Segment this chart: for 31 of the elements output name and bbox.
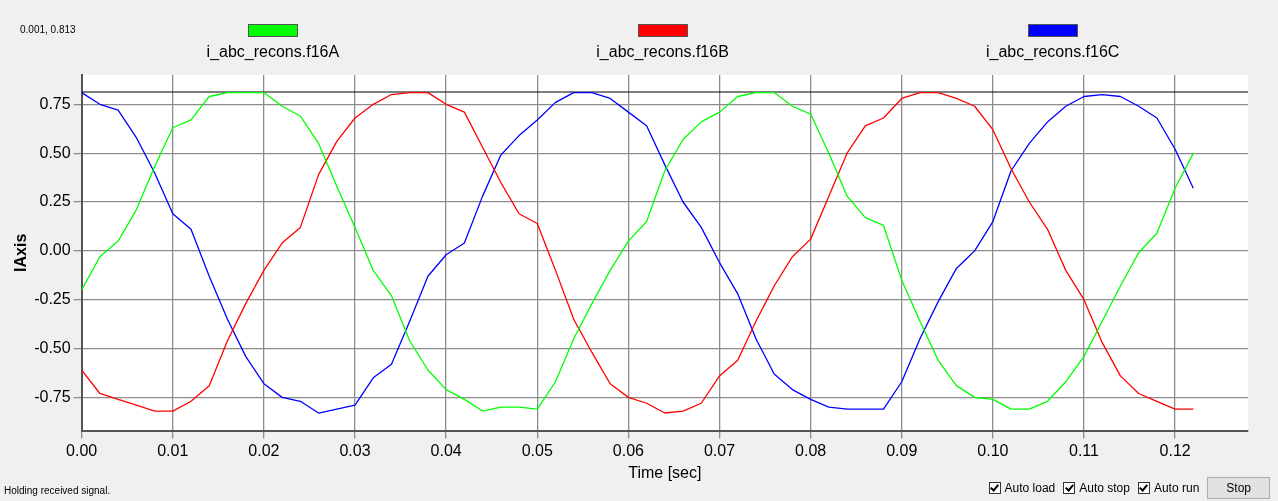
x-tick-label: 0.08 xyxy=(795,441,827,459)
x-tick-label: 0.01 xyxy=(157,441,189,459)
y-tick-label: -0.25 xyxy=(34,290,71,308)
text: Auto stop xyxy=(1079,481,1130,495)
y-tick-label: 0.50 xyxy=(39,143,71,161)
y-tick-label: 0.25 xyxy=(39,192,71,210)
x-tick-label: 0.06 xyxy=(612,441,645,459)
text: 0.001, 0.813 xyxy=(20,24,76,35)
x-tick-label: 0.12 xyxy=(1159,441,1191,459)
x-tick-label: 0.02 xyxy=(248,441,280,459)
legend-label: i_abc_recons.f16C xyxy=(985,43,1120,61)
legend-label: i_abc_recons.f16A xyxy=(206,43,340,61)
y-tick-label: -0.75 xyxy=(34,387,71,405)
y-axis-title: IAxis xyxy=(12,233,30,272)
x-tick-label: 0.04 xyxy=(430,441,462,459)
x-tick-label: 0.09 xyxy=(886,441,918,459)
text: Auto run xyxy=(1153,481,1200,495)
x-tick-label: 0.03 xyxy=(339,441,371,459)
x-tick-label: 0.10 xyxy=(977,441,1009,459)
x-axis-title: Time [sec] xyxy=(628,463,702,481)
legend-label: i_abc_recons.f16B xyxy=(596,43,729,61)
x-tick-label: 0.00 xyxy=(66,441,98,459)
x-tick-label: 0.11 xyxy=(1069,441,1100,459)
x-tick-label: 0.07 xyxy=(703,441,736,459)
button: Stop xyxy=(1207,477,1270,499)
text: Auto load xyxy=(1004,481,1056,495)
y-tick-label: 0.00 xyxy=(39,241,71,259)
x-tick-label: 0.05 xyxy=(521,441,553,459)
y-tick-label: 0.75 xyxy=(39,94,71,112)
text: Holding received signal. xyxy=(4,485,111,496)
y-tick-label: -0.50 xyxy=(34,338,71,356)
